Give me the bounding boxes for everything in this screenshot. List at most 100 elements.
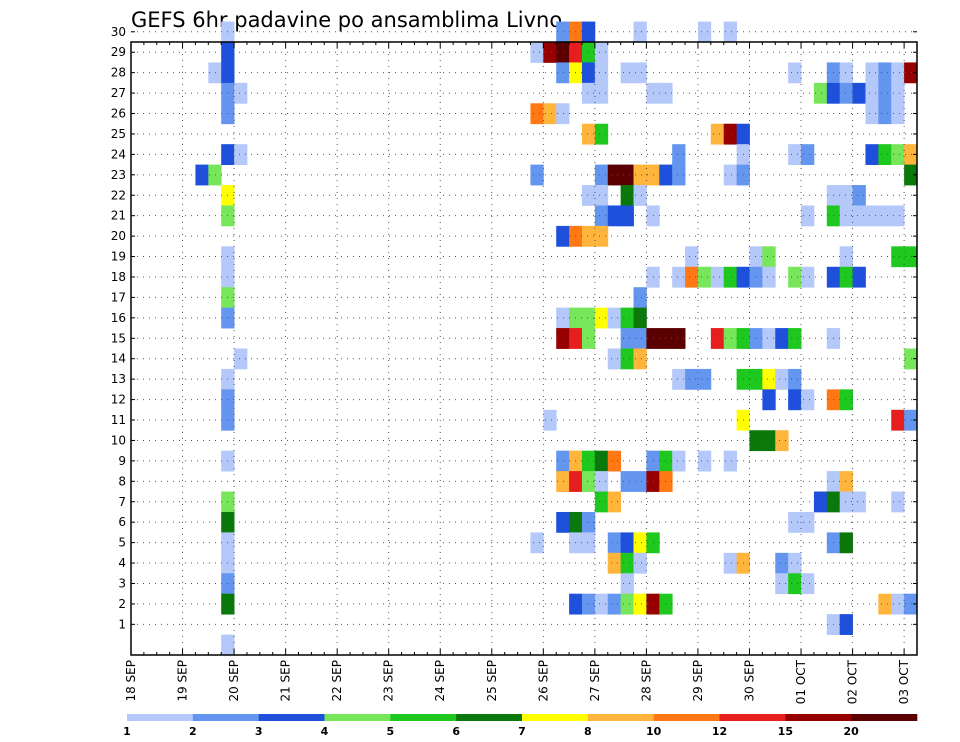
y-tick-label: 18 [111,270,126,284]
y-tick-label: 19 [111,250,126,264]
y-tick-label: 5 [118,536,126,550]
heatmap-cell [556,471,570,492]
heatmap-cell [852,82,866,104]
colorbar-label: 6 [452,725,460,738]
heatmap-cell [620,532,634,554]
heatmap-cell [865,82,879,104]
colorbar-segment [456,714,523,721]
heatmap-cell [788,328,802,349]
heatmap-cell [723,21,738,43]
heatmap-cell [878,103,892,125]
heatmap-cell [633,21,647,43]
heatmap-cell [775,552,789,574]
y-tick-label: 30 [111,25,126,39]
colorbar-label: 20 [844,725,860,738]
heatmap-cell [801,205,815,227]
heatmap-cell [633,593,647,615]
heatmap-cell [620,348,634,370]
heatmap-cell [723,164,738,186]
heatmap-cell [620,552,634,574]
heatmap-cell [556,511,570,533]
heatmap-cell [581,450,596,472]
heatmap-cell [594,123,609,145]
heatmap-cell [839,62,853,84]
heatmap-cell [581,21,596,43]
heatmap-cell [620,62,634,84]
heatmap-cell [581,593,596,615]
heatmap-cell [556,307,570,329]
heatmap-cell [801,389,815,411]
heatmap-cell [543,103,557,125]
heatmap-cell [878,593,892,615]
heatmap-cell [633,471,647,492]
heatmap-cell [234,82,248,104]
heatmap-cell [788,552,802,574]
heatmap-cell [801,144,815,165]
y-tick-label: 6 [118,515,126,529]
heatmap-cell [788,511,802,533]
heatmap-cell [749,430,763,452]
colorbar: 1 2 3 4 5 6 7 8 10 12 15 20 [123,714,918,738]
heatmap-cell [839,185,853,206]
y-tick-label: 22 [111,188,126,202]
heatmap-cell [852,266,866,288]
heatmap-cell [839,491,853,513]
colorbar-segment [192,714,259,721]
heatmap-cell [762,430,776,452]
x-tick-label: 22 SEP [330,660,344,702]
heatmap-cell [620,307,634,329]
heatmap-cell [904,348,918,370]
heatmap-cell [581,185,596,206]
heatmap-cell [530,42,544,63]
heatmap-cell [904,409,918,431]
heatmap-cell [620,573,634,595]
x-tick-label: 20 SEP [227,660,241,702]
heatmap-cell [581,511,596,533]
heatmap-cell [839,205,853,227]
x-tick-label: 03 OCT [897,659,911,704]
heatmap-cell [633,552,647,574]
heatmap-cell [633,328,647,349]
heatmap-cell [801,266,815,288]
heatmap-cell [672,450,686,472]
heatmap-cell [594,205,609,227]
y-tick-label: 15 [111,331,126,345]
grid-lines [131,31,917,655]
y-tick-label: 29 [111,45,126,59]
heatmap-cell [697,21,712,43]
colorbar-segment [785,714,852,721]
heatmap-cell [788,144,802,165]
heatmap-cell [865,103,879,125]
heatmap-cell [594,185,609,206]
colorbar-segment [258,714,325,721]
colorbar-segment [587,714,654,721]
heatmap-cell [852,205,866,227]
heatmap-cell [556,103,570,125]
heatmap-cell [904,593,918,615]
colorbar-label: 12 [712,725,727,738]
heatmap-cell [530,532,544,554]
colorbar-label: 2 [189,725,197,738]
heatmap-cell [762,389,776,411]
heatmap-cell [543,409,557,431]
x-tick-label: 21 SEP [279,660,293,702]
heatmap-cell [710,328,725,349]
y-axis: 1234567891011121314151617181920212223242… [111,25,917,631]
y-tick-label: 10 [111,433,126,447]
heatmap-cell [556,42,570,63]
heatmap-cell [801,573,815,595]
heatmap-cell [904,144,918,165]
heatmap-cell [891,82,905,104]
heatmap-cell [839,246,853,268]
x-tick-label: 19 SEP [176,660,190,702]
heatmap-cell [891,62,905,84]
heatmap-cell [904,164,918,186]
heatmap-cell [607,307,622,329]
x-tick-label: 27 SEP [588,660,602,702]
heatmap-cell [749,328,763,349]
heatmap-cell [865,144,879,165]
y-tick-label: 27 [111,86,126,100]
heatmap-cell [723,266,738,288]
y-tick-label: 7 [118,495,126,509]
